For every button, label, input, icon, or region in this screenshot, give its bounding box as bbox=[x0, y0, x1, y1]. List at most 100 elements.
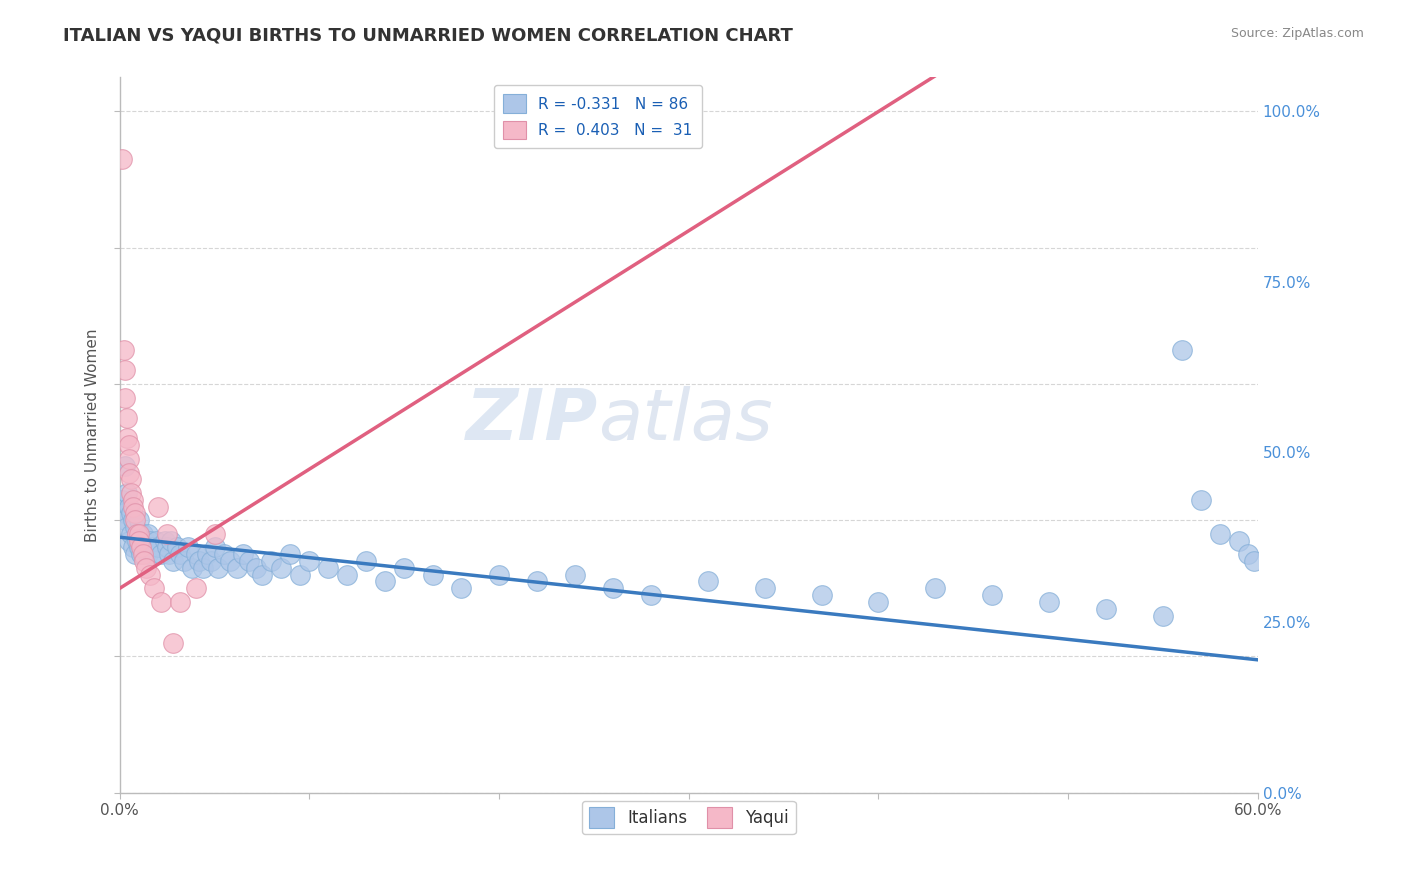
Point bbox=[450, 582, 472, 596]
Point bbox=[810, 588, 832, 602]
Point bbox=[125, 533, 148, 548]
Point bbox=[640, 588, 662, 602]
Point bbox=[135, 541, 157, 555]
Point bbox=[177, 541, 200, 555]
Point bbox=[135, 561, 157, 575]
Point bbox=[120, 472, 142, 486]
Point bbox=[1038, 595, 1060, 609]
Point bbox=[114, 513, 136, 527]
Point bbox=[134, 533, 156, 548]
Point bbox=[226, 561, 249, 575]
Point bbox=[150, 547, 173, 561]
Point bbox=[117, 432, 139, 446]
Point bbox=[166, 541, 188, 555]
Point bbox=[124, 507, 146, 521]
Point bbox=[125, 526, 148, 541]
Point bbox=[288, 567, 311, 582]
Point bbox=[136, 547, 159, 561]
Point bbox=[232, 547, 254, 561]
Point bbox=[124, 513, 146, 527]
Point bbox=[204, 541, 226, 555]
Point bbox=[1189, 492, 1212, 507]
Point bbox=[142, 582, 165, 596]
Point bbox=[696, 574, 718, 589]
Point bbox=[111, 152, 134, 166]
Point bbox=[124, 547, 146, 561]
Point bbox=[207, 561, 229, 575]
Point bbox=[122, 492, 145, 507]
Point bbox=[146, 500, 169, 514]
Point bbox=[184, 547, 207, 561]
Point bbox=[270, 561, 292, 575]
Point bbox=[120, 486, 142, 500]
Point bbox=[1227, 533, 1250, 548]
Point bbox=[188, 554, 211, 568]
Point bbox=[238, 554, 260, 568]
Point bbox=[336, 567, 359, 582]
Point bbox=[129, 541, 152, 555]
Point bbox=[280, 547, 302, 561]
Point bbox=[298, 554, 321, 568]
Point bbox=[156, 541, 179, 555]
Point bbox=[136, 526, 159, 541]
Text: ITALIAN VS YAQUI BIRTHS TO UNMARRIED WOMEN CORRELATION CHART: ITALIAN VS YAQUI BIRTHS TO UNMARRIED WOM… bbox=[63, 27, 793, 45]
Point bbox=[162, 636, 184, 650]
Point bbox=[157, 547, 180, 561]
Point bbox=[602, 582, 624, 596]
Point bbox=[169, 595, 191, 609]
Point bbox=[122, 500, 145, 514]
Point bbox=[112, 507, 135, 521]
Point bbox=[134, 554, 156, 568]
Point bbox=[184, 582, 207, 596]
Point bbox=[162, 554, 184, 568]
Point bbox=[318, 561, 340, 575]
Point bbox=[111, 492, 134, 507]
Point bbox=[488, 567, 510, 582]
Point bbox=[1209, 526, 1232, 541]
Text: Source: ZipAtlas.com: Source: ZipAtlas.com bbox=[1230, 27, 1364, 40]
Point bbox=[118, 533, 141, 548]
Point bbox=[868, 595, 890, 609]
Point bbox=[422, 567, 444, 582]
Point bbox=[173, 554, 195, 568]
Point bbox=[118, 466, 141, 480]
Point bbox=[1152, 608, 1174, 623]
Point bbox=[117, 520, 139, 534]
Point bbox=[200, 554, 222, 568]
Point bbox=[120, 507, 142, 521]
Text: ZIP: ZIP bbox=[465, 386, 598, 455]
Point bbox=[131, 547, 153, 561]
Point bbox=[129, 547, 152, 561]
Point bbox=[193, 561, 215, 575]
Point bbox=[124, 520, 146, 534]
Point bbox=[128, 541, 150, 555]
Point bbox=[160, 533, 183, 548]
Point bbox=[169, 547, 191, 561]
Point bbox=[1171, 343, 1194, 357]
Point bbox=[142, 547, 165, 561]
Point bbox=[114, 458, 136, 473]
Point bbox=[1237, 547, 1260, 561]
Point bbox=[754, 582, 776, 596]
Legend: Italians, Yaqui: Italians, Yaqui bbox=[582, 801, 796, 834]
Point bbox=[122, 541, 145, 555]
Point bbox=[125, 526, 148, 541]
Point bbox=[180, 561, 202, 575]
Y-axis label: Births to Unmarried Women: Births to Unmarried Women bbox=[86, 328, 100, 541]
Text: atlas: atlas bbox=[598, 386, 772, 455]
Point bbox=[204, 526, 226, 541]
Point bbox=[260, 554, 283, 568]
Point bbox=[114, 391, 136, 405]
Point bbox=[924, 582, 946, 596]
Point bbox=[156, 526, 179, 541]
Point bbox=[139, 533, 162, 548]
Point bbox=[118, 438, 141, 452]
Point bbox=[150, 595, 173, 609]
Point bbox=[1095, 601, 1118, 615]
Point bbox=[218, 554, 240, 568]
Point bbox=[981, 588, 1004, 602]
Point bbox=[122, 513, 145, 527]
Point bbox=[128, 526, 150, 541]
Point bbox=[394, 561, 416, 575]
Point bbox=[374, 574, 396, 589]
